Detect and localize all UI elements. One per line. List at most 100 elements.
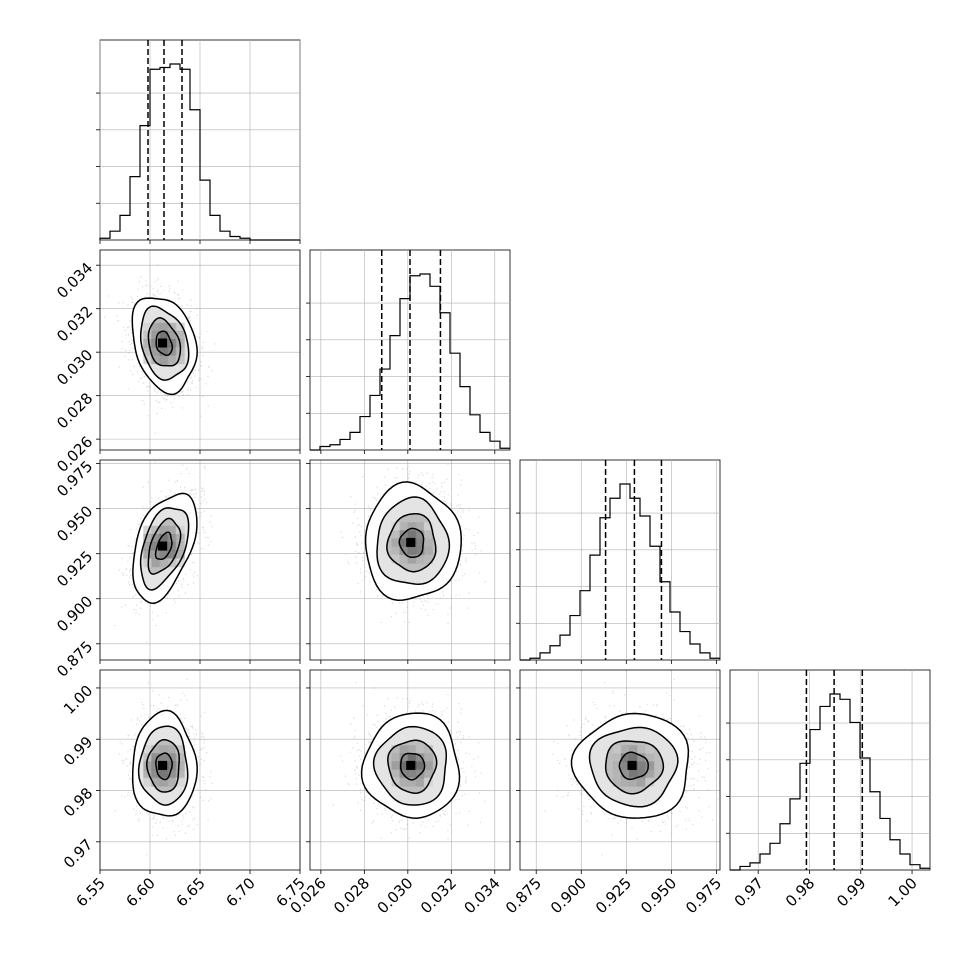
density-cell bbox=[167, 777, 177, 787]
density-cell bbox=[159, 533, 169, 543]
density-cell bbox=[645, 777, 655, 787]
x-tick-label: 0.032 bbox=[417, 874, 460, 917]
density-cell bbox=[143, 550, 153, 560]
density-cell bbox=[399, 753, 409, 763]
contour-line-0 bbox=[618, 751, 649, 780]
density-cell bbox=[151, 355, 161, 365]
density-cell bbox=[415, 753, 425, 763]
contour-line-1 bbox=[387, 739, 438, 794]
contour-line-3 bbox=[360, 712, 461, 819]
y-tick-label: 0.950 bbox=[53, 502, 96, 545]
y-tick-label: 0.030 bbox=[53, 346, 96, 389]
density-cell bbox=[167, 322, 177, 332]
density-cell bbox=[629, 745, 638, 755]
density-cell bbox=[637, 745, 647, 755]
density-cell bbox=[151, 525, 161, 535]
density-cell bbox=[407, 530, 417, 540]
pair-content bbox=[103, 264, 216, 434]
density-cell bbox=[423, 761, 433, 771]
density-cell bbox=[175, 745, 185, 755]
density-cell bbox=[399, 546, 409, 556]
density-cell bbox=[637, 769, 647, 779]
pair-panel-0-3 bbox=[96, 669, 301, 874]
density-peak bbox=[406, 537, 416, 547]
x-tick-label: 0.98 bbox=[782, 874, 818, 910]
density-cell bbox=[645, 761, 655, 771]
contour-line-3 bbox=[364, 481, 462, 601]
density-cell bbox=[620, 761, 630, 771]
density-cell bbox=[391, 777, 401, 787]
contour-line-3 bbox=[132, 492, 198, 604]
density-cell bbox=[391, 745, 401, 755]
density-peak bbox=[627, 760, 637, 770]
density-cell bbox=[175, 330, 185, 340]
density-peak bbox=[158, 760, 167, 770]
density-cell bbox=[399, 530, 409, 540]
density-cell bbox=[423, 538, 433, 548]
x-tick-label: 0.875 bbox=[502, 874, 545, 917]
density-cell bbox=[391, 753, 401, 763]
density-cell bbox=[629, 777, 638, 787]
density-cell bbox=[629, 769, 638, 779]
density-cell bbox=[151, 558, 161, 568]
density-cell bbox=[167, 550, 177, 560]
y-tick-label: 0.875 bbox=[53, 637, 96, 680]
density-cell bbox=[143, 339, 153, 348]
density-cell bbox=[159, 525, 169, 535]
density-cell bbox=[407, 753, 417, 763]
density-cell bbox=[415, 761, 425, 771]
density-cell bbox=[407, 769, 417, 779]
density-cell bbox=[423, 745, 433, 755]
density-cell bbox=[637, 777, 647, 787]
density-cell bbox=[143, 769, 153, 779]
hist-panel-3 bbox=[726, 669, 931, 874]
x-tick-label: 0.034 bbox=[461, 874, 504, 917]
density-cell bbox=[159, 355, 169, 365]
density-cell bbox=[175, 769, 185, 779]
contour-line-0 bbox=[155, 752, 173, 781]
y-tick-label: 0.925 bbox=[53, 547, 96, 590]
density-cell bbox=[143, 355, 153, 365]
density-cell bbox=[159, 347, 169, 357]
density-cell bbox=[423, 546, 433, 556]
x-tick-label: 0.925 bbox=[592, 874, 635, 917]
x-tick-label: 6.65 bbox=[172, 874, 208, 910]
density-cell bbox=[151, 322, 161, 332]
density-cell bbox=[143, 533, 153, 543]
hist-frame bbox=[519, 459, 721, 661]
x-tick-label: 6.70 bbox=[222, 874, 258, 910]
density-cell bbox=[612, 761, 622, 771]
density-cell bbox=[391, 546, 401, 556]
density-cell bbox=[415, 745, 425, 755]
density-cell bbox=[143, 761, 153, 771]
density-cell bbox=[159, 753, 169, 763]
density-cell bbox=[151, 347, 161, 357]
contour-line-2 bbox=[372, 725, 448, 806]
contour-line-0 bbox=[398, 527, 425, 559]
density-cell bbox=[645, 753, 655, 763]
x-tick-label: 0.97 bbox=[731, 874, 767, 910]
density-cell bbox=[637, 761, 647, 771]
density-cell bbox=[175, 542, 185, 551]
density-cell bbox=[423, 753, 433, 763]
density-cell bbox=[612, 777, 622, 787]
density-cell bbox=[167, 533, 177, 543]
density-cell bbox=[612, 769, 622, 779]
density-cell bbox=[167, 330, 177, 340]
hist-panel-1 bbox=[306, 249, 511, 454]
density-cell bbox=[415, 530, 425, 540]
density-cell bbox=[143, 745, 153, 755]
contour-line-3 bbox=[570, 712, 690, 819]
density-cell bbox=[167, 355, 177, 365]
density-cell bbox=[143, 322, 153, 332]
density-cell bbox=[151, 533, 161, 543]
hist-panel-2 bbox=[516, 459, 721, 664]
contour-line-1 bbox=[386, 513, 437, 573]
density-cell bbox=[167, 745, 177, 755]
density-cell bbox=[407, 554, 417, 564]
density-cell bbox=[407, 745, 417, 755]
density-cell bbox=[159, 777, 169, 787]
contour-line-2 bbox=[139, 507, 190, 591]
density-cell bbox=[391, 761, 401, 771]
y-tick-label: 0.97 bbox=[60, 835, 96, 871]
